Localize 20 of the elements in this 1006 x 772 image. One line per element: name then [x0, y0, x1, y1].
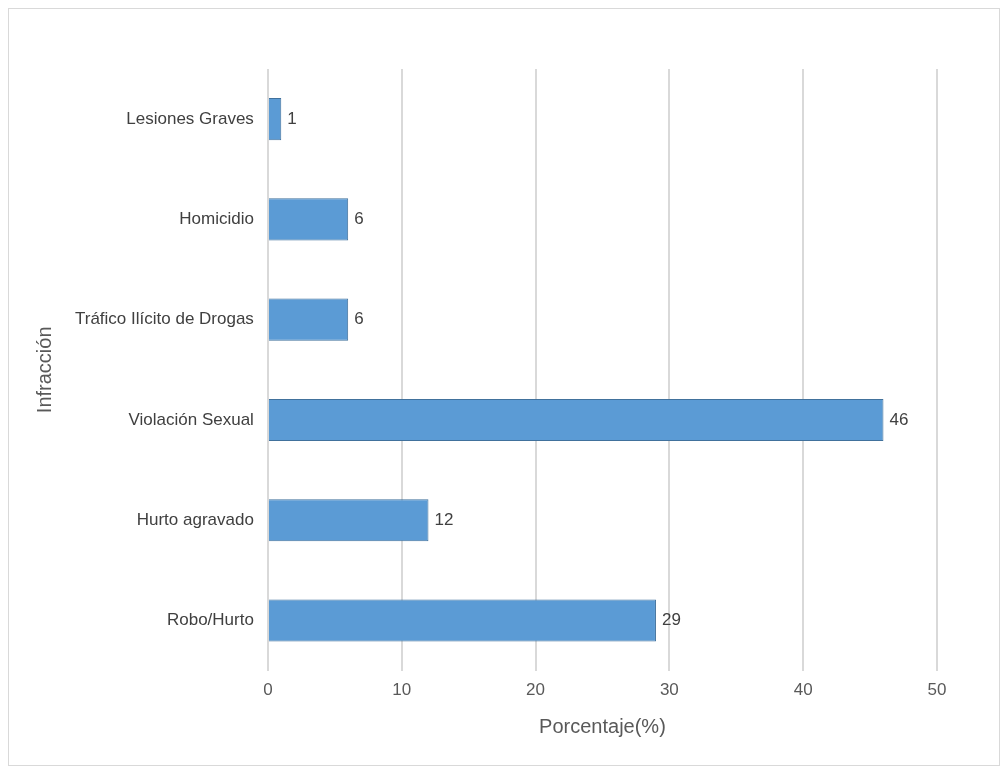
x-tick-label: 0	[263, 680, 273, 700]
x-tick-label: 20	[526, 680, 545, 700]
y-tick-label: Robo/Hurto	[166, 610, 254, 630]
data-label: 29	[661, 610, 681, 630]
y-axis-title: Infracción	[32, 326, 55, 414]
y-tick-label: Homicidio	[179, 209, 254, 229]
x-axis-title: Porcentaje(%)	[539, 714, 666, 737]
data-label: 6	[354, 309, 364, 329]
data-label: 6	[354, 209, 364, 229]
x-tick-label: 40	[793, 680, 813, 700]
x-tick-label: 50	[927, 680, 947, 700]
y-tick-label: Lesiones Graves	[126, 108, 254, 128]
data-label: 46	[889, 409, 909, 429]
y-tick-label: Hurto agravado	[136, 509, 254, 529]
data-label: 1	[287, 108, 297, 128]
x-tick-label: 30	[659, 680, 679, 700]
y-tick-label: Tráfico Ilícito de Drogas	[74, 309, 254, 329]
y-tick-label: Violación Sexual	[128, 409, 254, 429]
data-label: 12	[434, 509, 454, 529]
x-tick-label: 10	[392, 680, 412, 700]
